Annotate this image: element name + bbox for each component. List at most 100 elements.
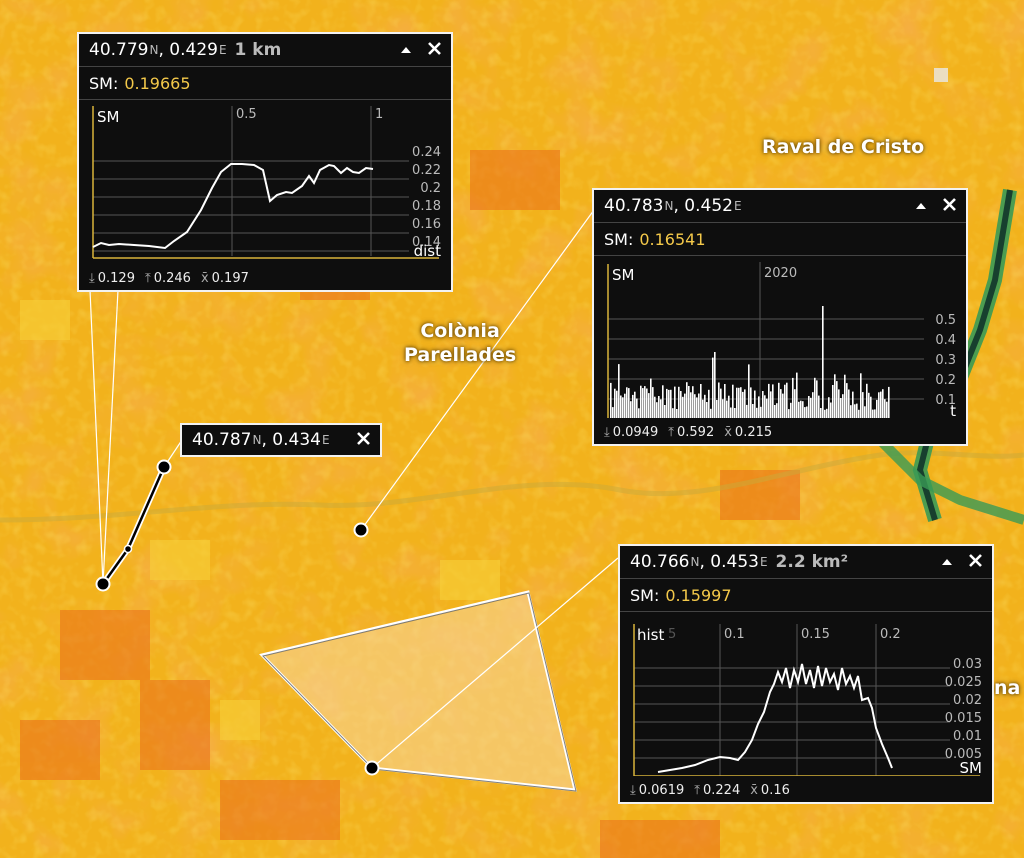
timeseries-bar bbox=[712, 357, 714, 418]
min-icon: ⤓ bbox=[630, 783, 636, 798]
mean-stat: x̄ 0.197 bbox=[201, 271, 249, 286]
close-icon[interactable] bbox=[943, 198, 956, 214]
y-axis-label: hist bbox=[637, 626, 664, 644]
min-stat: ⤓ 0.129 bbox=[89, 271, 135, 286]
timeseries-bar bbox=[746, 404, 748, 418]
timeseries-bar bbox=[872, 409, 874, 418]
timeseries-bar bbox=[724, 384, 726, 418]
line-midpoint[interactable] bbox=[123, 544, 133, 554]
place-label-colonia-parellades: Colònia Parellades bbox=[404, 320, 517, 366]
timeseries-chart[interactable]: SM 2020 0.5 0.4 0.3 0.2 0.1 t bbox=[594, 256, 966, 418]
mean-icon: x̄ bbox=[724, 425, 732, 440]
timeseries-bar bbox=[860, 373, 862, 418]
extent-label: 2.2 km² bbox=[775, 552, 849, 572]
timeseries-bar bbox=[782, 393, 784, 418]
timeseries-bar bbox=[666, 388, 668, 418]
timeseries-bar bbox=[880, 391, 882, 418]
popup-point-timeseries: 40.783 N, 0.452 E SM: 0.16541 SM 2020 0.5 0… bbox=[592, 188, 968, 446]
timeseries-bar bbox=[816, 380, 818, 418]
popup-vertex: 40.787 N, 0.434 E bbox=[180, 423, 382, 457]
max-icon: ⤒ bbox=[668, 425, 674, 440]
lon-suffix: E bbox=[218, 43, 227, 57]
timeseries-bar bbox=[640, 385, 642, 418]
timeseries-bar bbox=[870, 396, 872, 418]
value-row: SM: 0.16541 bbox=[594, 223, 966, 256]
point-marker[interactable] bbox=[353, 522, 369, 538]
mean-stat: x̄ 0.215 bbox=[724, 425, 772, 440]
timeseries-bar bbox=[680, 391, 682, 418]
latitude: 40.787 bbox=[192, 430, 252, 450]
min-value: 0.129 bbox=[97, 271, 135, 286]
line-vertex[interactable] bbox=[156, 459, 172, 475]
timeseries-bar bbox=[754, 390, 756, 418]
timeseries-bar bbox=[760, 406, 762, 418]
timeseries-bar bbox=[876, 399, 878, 418]
longitude: 0.452 bbox=[684, 196, 733, 216]
leader-line bbox=[360, 209, 595, 531]
timeseries-bar bbox=[616, 390, 618, 418]
timeseries-bar bbox=[636, 398, 638, 418]
min-value: 0.0949 bbox=[612, 425, 659, 440]
timeseries-bar bbox=[800, 400, 802, 418]
min-stat: ⤓ 0.0949 bbox=[604, 425, 658, 440]
popup-header: 40.783 N, 0.452 E bbox=[594, 190, 966, 223]
coord-sep: , bbox=[699, 552, 711, 572]
value-row: SM: 0.19665 bbox=[79, 67, 451, 100]
coord-sep: , bbox=[158, 40, 170, 60]
collapse-icon[interactable] bbox=[941, 555, 953, 570]
longitude: 0.453 bbox=[710, 552, 759, 572]
mean-value: 0.215 bbox=[734, 425, 773, 440]
timeseries-bar bbox=[778, 382, 780, 418]
close-icon[interactable] bbox=[969, 554, 982, 570]
timeseries-bar bbox=[758, 396, 760, 418]
timeseries-bar bbox=[744, 389, 746, 418]
timeseries-bar bbox=[718, 382, 720, 418]
y-tick: 0.18 bbox=[412, 199, 441, 214]
timeseries-bar bbox=[654, 396, 656, 418]
lon-suffix: E bbox=[321, 433, 330, 447]
histogram-series-line bbox=[657, 663, 893, 773]
timeseries-bars bbox=[610, 306, 890, 418]
min-icon: ⤓ bbox=[604, 425, 610, 440]
place-label-raval-de-cristo: Raval de Cristo bbox=[762, 136, 925, 158]
close-icon[interactable] bbox=[357, 432, 370, 448]
timeseries-bar bbox=[788, 409, 790, 418]
timeseries-bar bbox=[642, 388, 644, 418]
y-tick: 0.22 bbox=[412, 163, 441, 178]
histogram-chart[interactable]: hist 5 0.1 0.15 0.2 0.03 0.025 0.02 0.01… bbox=[620, 612, 992, 776]
timeseries-bar bbox=[824, 409, 826, 418]
value-readout: 0.15997 bbox=[665, 585, 732, 605]
timeseries-bar bbox=[700, 384, 702, 418]
timeseries-bar bbox=[796, 372, 798, 418]
timeseries-bar bbox=[830, 402, 832, 418]
timeseries-bar bbox=[670, 389, 672, 418]
timeseries-bar bbox=[698, 393, 700, 418]
collapse-icon[interactable] bbox=[915, 199, 927, 214]
timeseries-bar bbox=[850, 405, 852, 418]
max-value: 0.592 bbox=[677, 425, 715, 440]
timeseries-bar bbox=[694, 394, 696, 418]
polygon-vertex[interactable] bbox=[364, 760, 380, 776]
close-icon[interactable] bbox=[428, 42, 441, 58]
place-label-partial: na bbox=[994, 677, 1021, 699]
y-axis-label: SM bbox=[612, 266, 634, 284]
y-tick: 0.3 bbox=[935, 353, 956, 368]
timeseries-bar bbox=[814, 377, 816, 418]
timeseries-bar bbox=[628, 388, 630, 418]
extent-label: 1 km bbox=[234, 40, 282, 60]
line-vertex[interactable] bbox=[95, 576, 111, 592]
timeseries-bar bbox=[730, 407, 732, 418]
coord-sep: , bbox=[673, 196, 685, 216]
timeseries-bar bbox=[736, 387, 738, 418]
timeseries-bar bbox=[630, 401, 632, 418]
max-stat: ⤒ 0.592 bbox=[668, 425, 714, 440]
timeseries-bar bbox=[882, 389, 884, 418]
timeseries-bar bbox=[868, 392, 870, 418]
timeseries-bar bbox=[784, 384, 786, 418]
mean-icon: x̄ bbox=[750, 783, 758, 798]
timeseries-bar bbox=[688, 386, 690, 418]
leader-line bbox=[89, 289, 104, 585]
collapse-icon[interactable] bbox=[400, 43, 412, 58]
profile-chart[interactable]: SM 0.5 1 0.24 0.22 0.2 0.18 0.16 0.14 di… bbox=[79, 100, 451, 264]
timeseries-bar bbox=[690, 392, 692, 418]
